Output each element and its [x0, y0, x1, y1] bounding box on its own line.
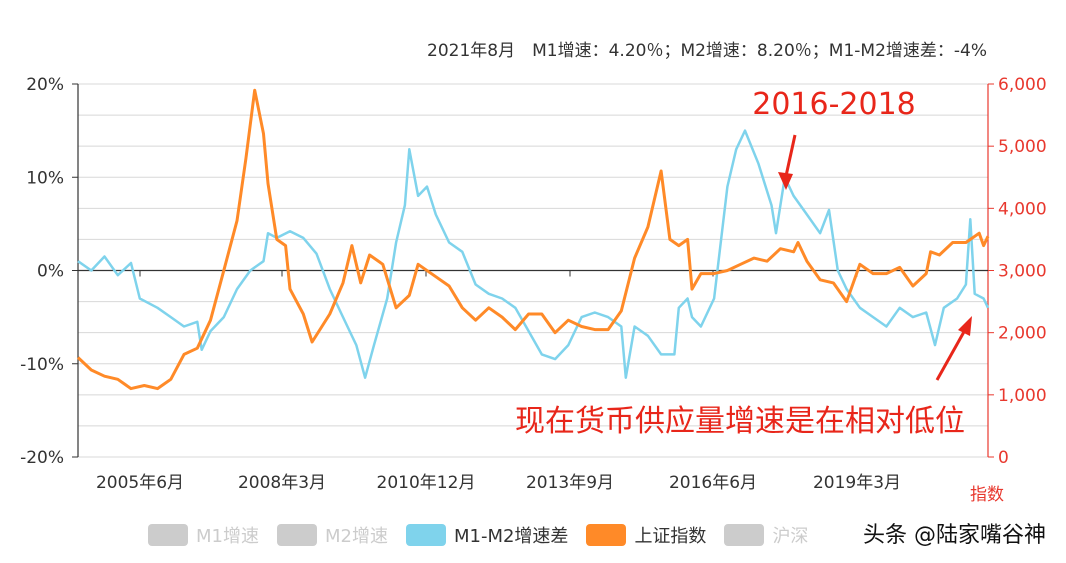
right-tick-label: 5,000 — [998, 137, 1047, 157]
right-tick-label: 1,000 — [998, 386, 1047, 406]
legend-label: M2增速 — [324, 526, 388, 547]
legend-swatch — [148, 524, 188, 546]
watermark: 头条 @陆家嘴谷神 — [859, 517, 1050, 549]
legend-swatch — [724, 524, 765, 546]
right-tick-label: 3,000 — [998, 262, 1047, 282]
gridlines — [77, 83, 989, 458]
x-tick-label: 2019年3月 — [813, 473, 901, 493]
series-line-0 — [77, 129, 990, 379]
left-tick-label: 20% — [26, 75, 64, 95]
x-tick-label: 2013年9月 — [526, 473, 614, 493]
legend-item-3[interactable]: 上证指数 — [586, 522, 706, 548]
legend-swatch — [586, 524, 627, 546]
legend-label: 沪深 — [772, 526, 809, 547]
x-tick-label: 2005年6月 — [96, 473, 184, 493]
chart-header: 2021年8月 M1增速：4.20％；M2增速：8.20％；M1-M2增速差：-… — [427, 41, 987, 61]
legend-label: M1增速 — [196, 526, 259, 547]
right-tick-label: 6,000 — [998, 75, 1047, 95]
annotation-low-level: 现在货币供应量增速是在相对低位 — [515, 404, 965, 439]
legend-item-1[interactable]: M2增速 — [276, 522, 388, 548]
legend: M1增速 M2增速 M1-M2增速差 上证指数 沪深 — [148, 522, 826, 548]
series-line-1 — [76, 88, 990, 391]
right-tick-label: 0 — [998, 448, 1009, 468]
x-tick-label: 2010年12月 — [377, 473, 476, 493]
legend-item-4[interactable]: 沪深 — [724, 522, 808, 548]
legend-label: 上证指数 — [634, 526, 707, 547]
left-tick-label: 10% — [26, 168, 64, 188]
right-tick-label: 4,000 — [998, 199, 1047, 219]
left-axis-ticks: 20% 10% 0% -10% -20% — [20, 75, 78, 468]
legend-item-0[interactable]: M1增速 — [148, 522, 259, 548]
arrow-bottom — [935, 316, 972, 381]
right-axis-ticks: 6,000 5,000 4,000 3,000 2,000 1,000 0 — [988, 75, 1047, 468]
x-tick-label: 2008年3月 — [238, 473, 326, 493]
legend-swatch — [276, 524, 317, 546]
right-axis-label: 指数 — [970, 485, 1004, 505]
right-tick-label: 2,000 — [998, 324, 1047, 344]
left-tick-label: -20% — [20, 448, 64, 468]
x-tick-label: 2016年6月 — [669, 473, 757, 493]
left-tick-label: -10% — [20, 355, 64, 375]
x-axis-ticks: 2005年6月 2008年3月 2010年12月 2013年9月 2016年6月 2019… — [96, 270, 901, 493]
annotation-2016-2018: 2016-2018 — [752, 87, 916, 122]
left-tick-label: 0% — [37, 262, 64, 282]
legend-item-2[interactable]: M1-M2增速差 — [405, 522, 569, 548]
series-lines — [76, 88, 990, 391]
legend-label: M1-M2增速差 — [453, 526, 569, 547]
arrow-top — [778, 134, 797, 190]
legend-swatch — [405, 524, 446, 546]
